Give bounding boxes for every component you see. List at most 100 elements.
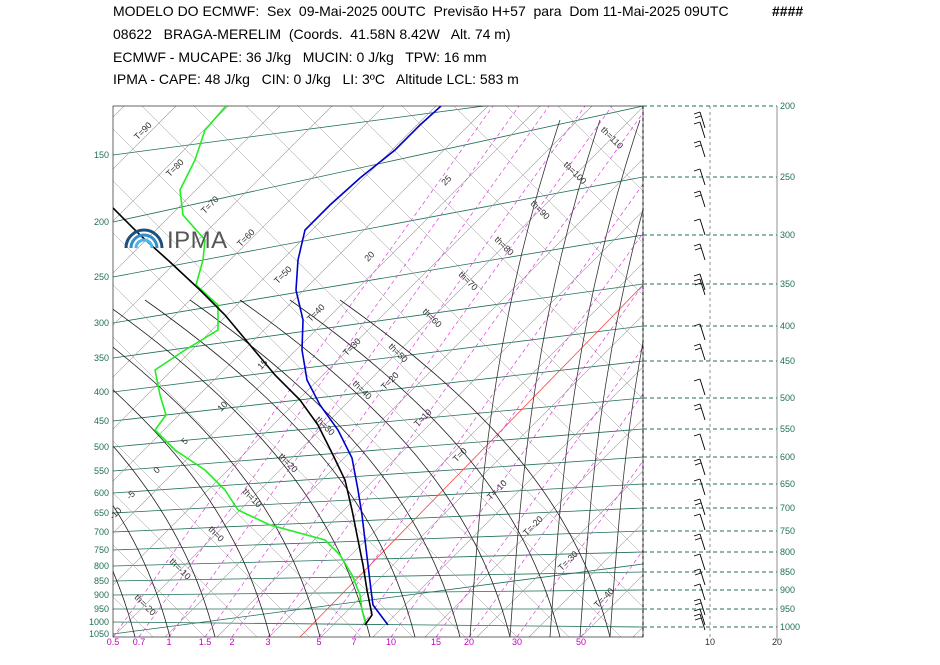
mixing-ratio-line bbox=[353, 232, 643, 637]
adiabat-grid-line bbox=[505, 106, 643, 244]
wind-barb-staff bbox=[699, 498, 706, 516]
isotherm-label: T=-30 bbox=[556, 549, 580, 573]
moist-adiabat-label: 25 bbox=[439, 173, 453, 187]
adiabat-grid-line bbox=[193, 106, 643, 556]
moist-adiabat-curve bbox=[239, 299, 511, 637]
isotherm-line bbox=[424, 418, 643, 637]
isotherm-label: T=-20 bbox=[521, 514, 545, 538]
isotherm-line bbox=[841, 77, 940, 637]
mixing-ratio-label: 2 bbox=[229, 637, 234, 647]
mixing-ratio-label: 7 bbox=[351, 637, 356, 647]
pressure-label-left: 650 bbox=[94, 508, 109, 518]
wind-barb-flag bbox=[693, 243, 701, 247]
moist-adiabat-label: -5 bbox=[124, 489, 137, 502]
isotherm-label: T=-10 bbox=[485, 478, 509, 502]
isotherm-line bbox=[528, 522, 643, 637]
wind-barb-flag bbox=[693, 598, 701, 602]
wind-barb-flag bbox=[694, 602, 702, 606]
pressure-label-right: 600 bbox=[780, 452, 795, 462]
isotherm-line bbox=[0, 77, 49, 637]
isotherm-line bbox=[0, 77, 101, 637]
isobar-line bbox=[113, 283, 643, 359]
moist-adiabat-curve bbox=[113, 445, 216, 637]
adiabat-grid-line bbox=[349, 106, 643, 400]
wind-barb-flag bbox=[693, 608, 701, 612]
pressure-label-right: 300 bbox=[780, 230, 795, 240]
adiabat-grid-line bbox=[685, 77, 940, 637]
isotherm-label: T=70 bbox=[199, 194, 221, 216]
pressure-label-left: 150 bbox=[94, 150, 109, 160]
pressure-label-left: 900 bbox=[94, 590, 109, 600]
pressure-label-right: 700 bbox=[780, 503, 795, 513]
mixing-ratio-label: 3 bbox=[265, 637, 270, 647]
pressure-label-left: 500 bbox=[94, 442, 109, 452]
isobar-line bbox=[113, 507, 643, 533]
adiabat-grid-line bbox=[113, 180, 570, 637]
isobar-line bbox=[113, 325, 643, 393]
wind-barb-staff bbox=[699, 218, 706, 236]
pressure-label-right: 350 bbox=[780, 279, 795, 289]
ipma-logo-icon bbox=[124, 228, 164, 249]
pressure-label-right: 500 bbox=[780, 393, 795, 403]
forecast-title: MODELO DO ECMWF: Sex 09-Mai-2025 00UTC P… bbox=[113, 3, 729, 19]
dewpoint-profile bbox=[153, 106, 367, 626]
wind-barb-staff bbox=[699, 533, 706, 551]
moist-adiabat-label: 0 bbox=[151, 465, 162, 476]
wind-barb-staff bbox=[699, 403, 706, 421]
pressure-label-left: 850 bbox=[94, 576, 109, 586]
moist-adiabat-label: 10 bbox=[215, 399, 229, 413]
mixing-ratio-line bbox=[231, 106, 613, 637]
wind-speed-tick: 10 bbox=[705, 637, 715, 647]
isotherm-line bbox=[113, 106, 229, 222]
isotherm-line bbox=[685, 77, 940, 637]
wind-barb-staff bbox=[699, 553, 706, 571]
wind-barb-staff bbox=[699, 243, 706, 261]
wind-barb-flag bbox=[694, 502, 702, 506]
pressure-label-right: 800 bbox=[780, 547, 795, 557]
isotherm-line bbox=[113, 106, 333, 326]
isotherm-line bbox=[789, 77, 940, 637]
pressure-label-left: 300 bbox=[94, 318, 109, 328]
isotherm-label: T=90 bbox=[132, 120, 154, 142]
mixing-ratio-label: 10 bbox=[386, 637, 396, 647]
wind-barb-flag bbox=[693, 583, 701, 587]
mixing-ratio-label: 30 bbox=[512, 637, 522, 647]
mixing-ratio-line bbox=[168, 106, 550, 637]
isobar-line bbox=[113, 106, 488, 156]
wind-barb-staff bbox=[699, 343, 706, 361]
wind-barb-flag bbox=[693, 111, 701, 115]
wind-barb-staff bbox=[699, 608, 706, 626]
wind-barb-flag bbox=[694, 194, 702, 198]
wind-barb-staff bbox=[699, 168, 706, 186]
wind-barb-staff bbox=[699, 433, 706, 451]
pressure-label-left: 250 bbox=[94, 272, 109, 282]
adiabat-grid-line bbox=[113, 232, 518, 637]
mixing-ratio-label: 5 bbox=[316, 637, 321, 647]
pressure-label-left: 1050 bbox=[89, 629, 109, 639]
wind-barb-staff bbox=[699, 273, 706, 291]
mixing-ratio-line bbox=[468, 393, 643, 637]
theta-curve bbox=[469, 119, 561, 637]
adiabat-grid-line bbox=[113, 492, 258, 637]
pressure-label-left: 600 bbox=[94, 488, 109, 498]
mixing-ratio-label: 1.5 bbox=[199, 637, 212, 647]
wind-barb-flag bbox=[693, 458, 701, 462]
pressure-label-right: 400 bbox=[780, 321, 795, 331]
pressure-label-right: 900 bbox=[780, 585, 795, 595]
isotherm-line bbox=[372, 366, 643, 637]
moist-adiabat-curve bbox=[289, 299, 561, 637]
isotherm-label: T=50 bbox=[272, 264, 294, 286]
isotherm-line bbox=[737, 77, 940, 637]
isotherm-label: T=40 bbox=[305, 302, 327, 324]
moist-adiabat-curve bbox=[113, 346, 321, 637]
isotherm-line bbox=[113, 106, 385, 378]
mixing-ratio-label: 20 bbox=[464, 637, 474, 647]
isotherm-label: T=60 bbox=[235, 227, 257, 249]
adiabat-grid-line bbox=[453, 106, 643, 296]
pressure-label-left: 750 bbox=[94, 545, 109, 555]
wind-barb-staff bbox=[699, 140, 706, 158]
diagram-grid bbox=[0, 77, 940, 637]
adiabat-grid-line bbox=[297, 106, 643, 452]
wind-barb-staff bbox=[699, 278, 706, 296]
wind-barb-flag bbox=[693, 168, 701, 172]
